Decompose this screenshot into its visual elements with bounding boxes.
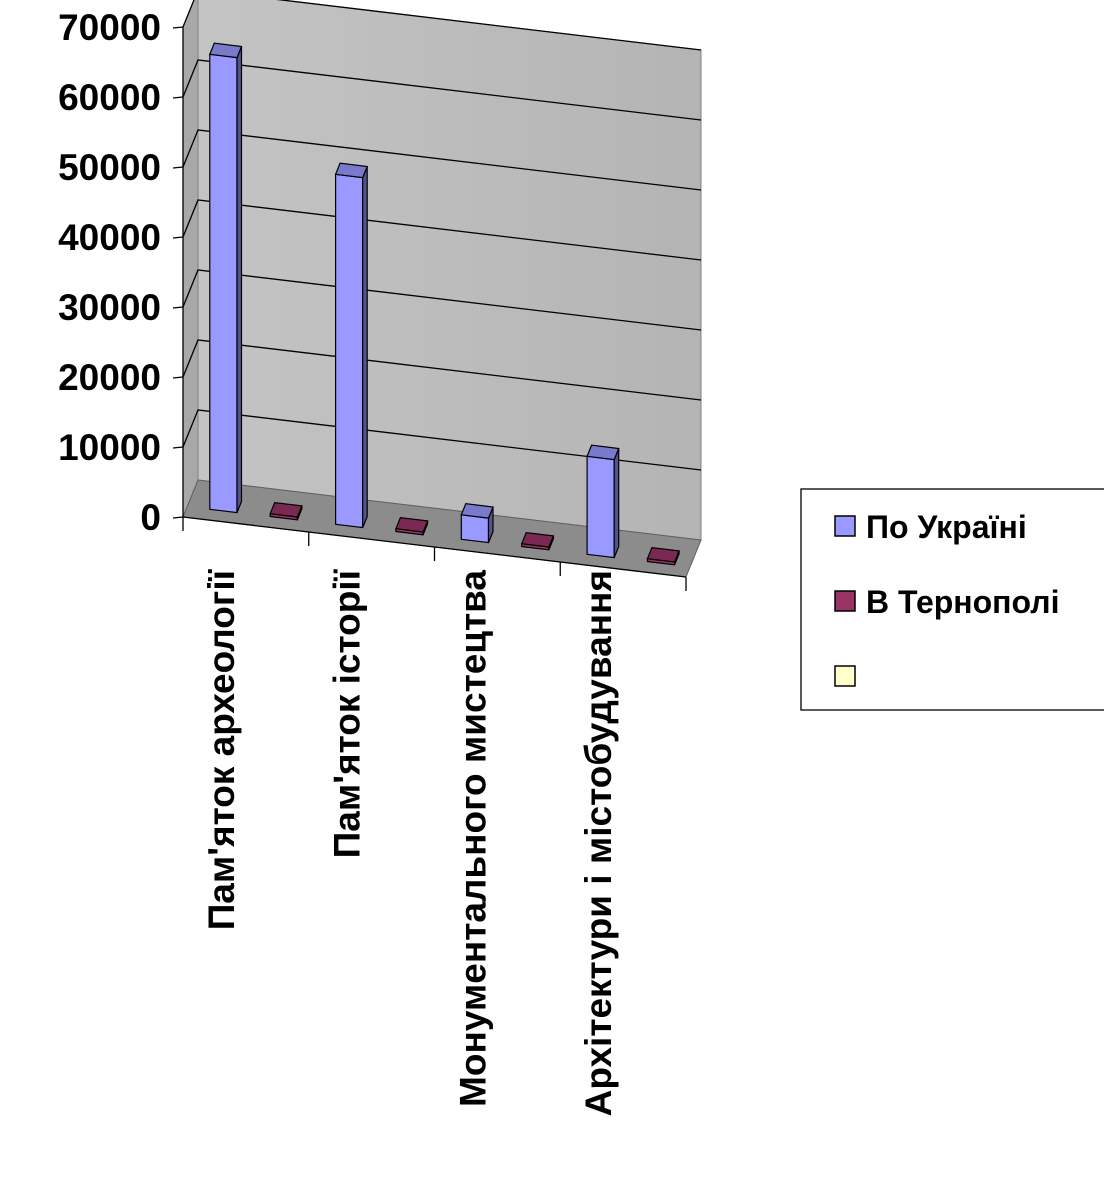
bar-top bbox=[269, 501, 303, 518]
gridline bbox=[182, 59, 702, 121]
y-axis-tick bbox=[172, 376, 184, 379]
bar-side bbox=[236, 46, 243, 513]
bar-top bbox=[334, 162, 369, 179]
bar-2-series-1 bbox=[334, 162, 369, 529]
gridline bbox=[182, 409, 702, 471]
bar-top bbox=[586, 444, 620, 461]
bar-2-series-2 bbox=[395, 516, 429, 536]
y-axis-tick bbox=[172, 306, 184, 309]
bar-top bbox=[208, 42, 243, 59]
y-tick-label: 30000 bbox=[58, 287, 161, 328]
x-category-label: Пам'яток археології bbox=[201, 568, 242, 930]
gridline bbox=[182, 339, 702, 401]
y-tick-label: 60000 bbox=[58, 77, 161, 118]
legend-swatch bbox=[834, 665, 856, 687]
y-tick-label: 50000 bbox=[58, 147, 161, 188]
bar-front bbox=[460, 514, 490, 544]
gridline bbox=[182, 269, 702, 331]
bars bbox=[208, 42, 680, 566]
bar-1-series-1 bbox=[208, 42, 243, 514]
x-category-label: Архітектури і містобудування bbox=[578, 570, 619, 1116]
y-axis-tick bbox=[172, 236, 184, 239]
gridline bbox=[182, 199, 702, 261]
legend-label: По Україні bbox=[866, 509, 1027, 545]
bar-side bbox=[362, 166, 368, 528]
bar-4-series-1 bbox=[586, 444, 620, 559]
plot-walls bbox=[182, 0, 702, 578]
bar-side bbox=[613, 448, 620, 558]
bar-top bbox=[395, 516, 429, 533]
y-axis-tick bbox=[172, 166, 184, 169]
bar-top bbox=[520, 531, 555, 548]
y-axis-tick bbox=[172, 96, 184, 99]
gridlines bbox=[182, 0, 702, 471]
bar-front bbox=[209, 53, 238, 514]
bar-top bbox=[646, 546, 680, 563]
y-tick-label: 10000 bbox=[58, 427, 161, 468]
bar-top bbox=[460, 503, 494, 519]
legend: По Україні В Тернополі bbox=[800, 488, 1104, 711]
x-axis-category-labels: Пам'яток археології Пам'яток історії Монум… bbox=[201, 568, 619, 1116]
gridline bbox=[182, 0, 702, 51]
bar-1-series-2 bbox=[269, 501, 303, 521]
legend-label: В Тернополі bbox=[866, 584, 1059, 620]
bar-front bbox=[586, 455, 615, 559]
bar-3-series-1 bbox=[460, 503, 494, 544]
gridline bbox=[182, 129, 702, 191]
y-axis-tick bbox=[172, 26, 184, 29]
y-tick-label: 0 bbox=[140, 497, 161, 538]
axes bbox=[172, 26, 687, 591]
bar-3-series-2 bbox=[520, 531, 555, 551]
legend-swatch bbox=[834, 590, 856, 612]
y-tick-label: 20000 bbox=[58, 357, 161, 398]
legend-swatch bbox=[834, 515, 856, 537]
bar-front bbox=[335, 173, 364, 529]
y-tick-label: 40000 bbox=[58, 217, 161, 258]
y-axis-tick bbox=[172, 516, 184, 519]
y-tick-label: 70000 bbox=[58, 7, 161, 48]
x-category-label: Пам'яток історії bbox=[327, 568, 368, 858]
x-category-label: Монументального мистецтва bbox=[452, 570, 493, 1107]
bar-4-series-2 bbox=[646, 546, 680, 566]
y-axis-tick-labels: 0 10000 20000 30000 40000 50000 60000 70000 bbox=[58, 7, 161, 538]
back-wall bbox=[197, 0, 702, 541]
y-axis-tick bbox=[172, 446, 184, 449]
